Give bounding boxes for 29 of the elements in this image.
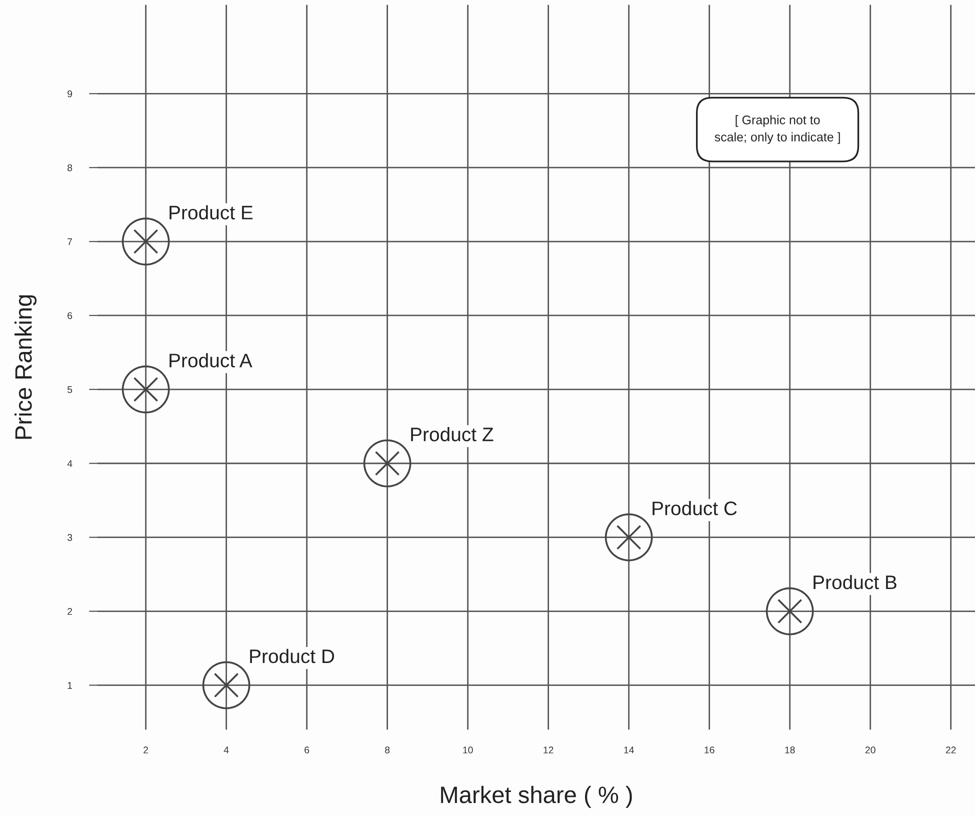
x-tick-label: 4 (224, 746, 229, 754)
annotation: Product B (814, 574, 896, 590)
y-tick-label: 5 (67, 386, 72, 394)
annotation: Product E (170, 205, 253, 220)
x-tick-label: 12 (544, 746, 554, 754)
annotation: Product A (170, 353, 252, 368)
y-tick-label: 9 (68, 90, 72, 98)
x-tick-label: 10 (463, 746, 473, 754)
y-tick-label: 3 (67, 534, 72, 541)
x-tick-label: 2 (144, 746, 148, 754)
annotation: Product Z (411, 427, 494, 442)
y-axis-title: Price Ranking (14, 295, 37, 439)
x-tick-label: 22 (946, 746, 956, 754)
y-tick-label: 1 (68, 682, 72, 689)
x-tick-label: 8 (385, 746, 390, 754)
x-tick-label: 18 (785, 746, 795, 754)
annotation: Product D (250, 648, 334, 664)
x-tick-label: 20 (865, 746, 876, 754)
x-tick-label: 14 (624, 746, 634, 754)
x-tick-label: 6 (304, 746, 310, 754)
y-tick-label: 2 (68, 608, 72, 615)
x-axis-title: Market share ( % ) (441, 786, 632, 808)
y-tick-label: 4 (67, 460, 72, 467)
annotation: [ Graphic not to scale; only to indicate ] (714, 115, 840, 144)
y-tick-label: 8 (68, 164, 72, 172)
x-tick-label: 16 (704, 746, 714, 754)
annotation: Product C (652, 501, 737, 516)
y-tick-label: 7 (68, 238, 72, 246)
y-tick-label: 6 (68, 312, 72, 320)
